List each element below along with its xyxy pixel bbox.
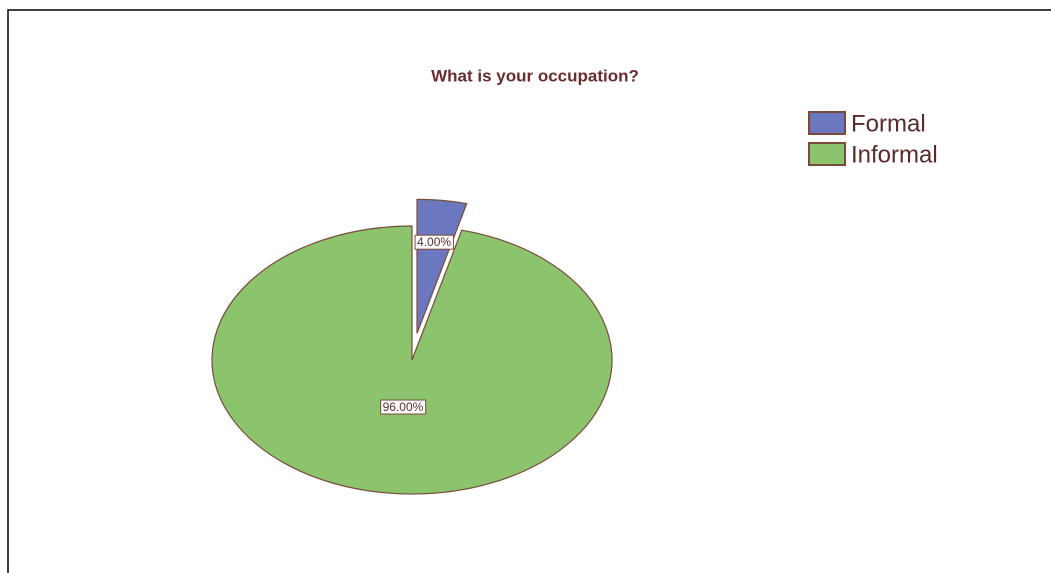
chart-title: What is your occupation? bbox=[431, 66, 639, 85]
pie-slice bbox=[211, 225, 613, 495]
value-label: 4.00% bbox=[417, 235, 451, 249]
legend-label: Formal bbox=[851, 110, 926, 137]
value-label-box bbox=[414, 234, 454, 250]
value-label: 96.00% bbox=[383, 400, 424, 414]
legend-swatch bbox=[808, 142, 846, 166]
legend-swatch bbox=[808, 111, 846, 135]
legend-label: Informal bbox=[851, 141, 938, 168]
pie-slice bbox=[416, 198, 468, 334]
value-label-box bbox=[380, 399, 427, 415]
